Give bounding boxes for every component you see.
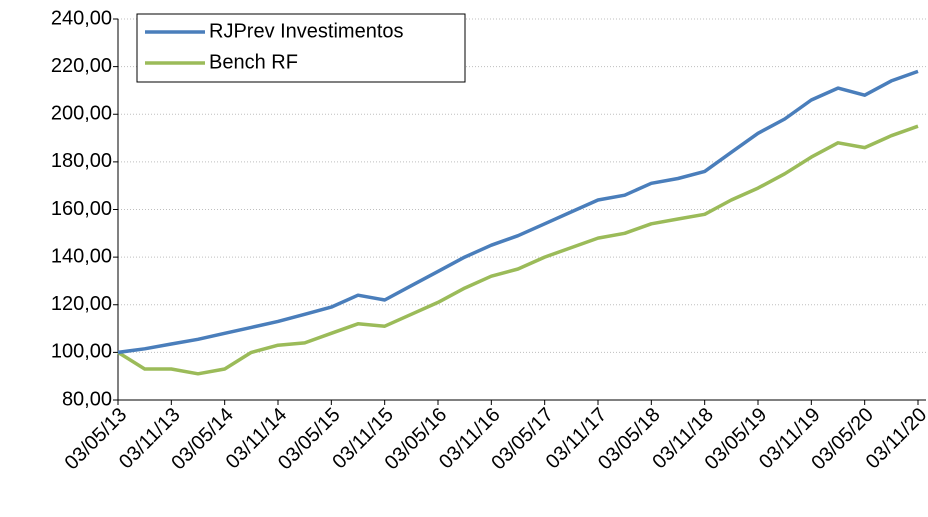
y-tick-label: 220,00 — [51, 55, 112, 77]
series-line — [117, 69, 919, 355]
y-tick-label: 160,00 — [51, 198, 112, 220]
y-tick-label: 200,00 — [51, 103, 112, 125]
legend-label: RJPrev Investimentos — [209, 20, 404, 42]
y-tick-label: 100,00 — [51, 341, 112, 363]
y-tick-label: 240,00 — [51, 7, 112, 29]
y-tick-label: 140,00 — [51, 245, 112, 267]
y-tick-label: 180,00 — [51, 150, 112, 172]
legend-label: Bench RF — [209, 51, 298, 73]
legend-box — [136, 13, 466, 83]
series-line — [117, 124, 919, 376]
y-tick-label: 80,00 — [62, 388, 112, 410]
y-tick-label: 120,00 — [51, 293, 112, 315]
